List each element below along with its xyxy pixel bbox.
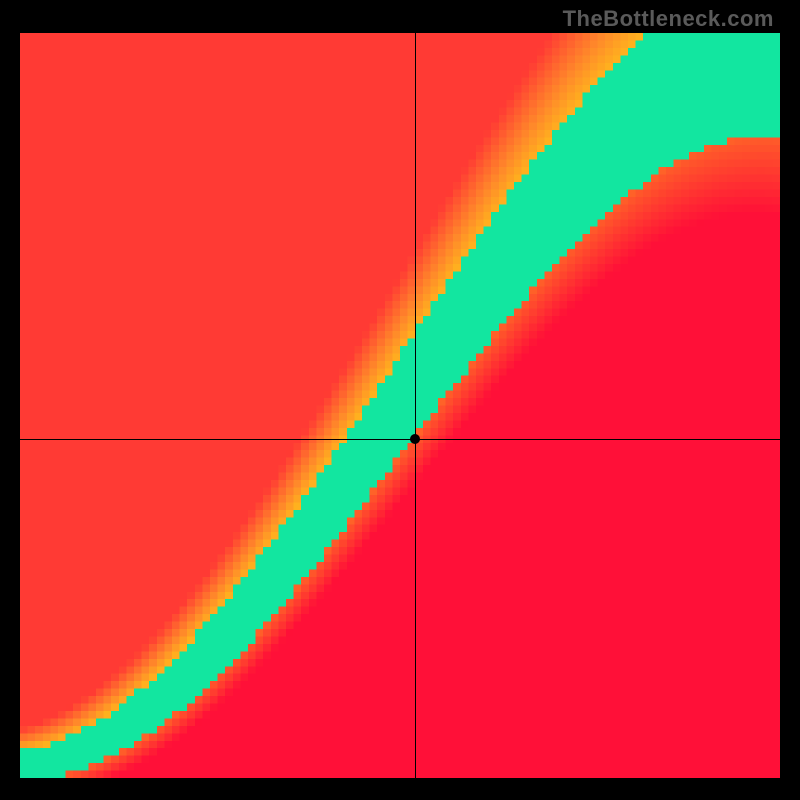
crosshair-marker <box>410 434 420 444</box>
watermark-text: TheBottleneck.com <box>563 6 774 32</box>
heatmap-canvas <box>20 33 780 778</box>
plot-area <box>20 33 780 778</box>
crosshair-horizontal <box>20 439 780 440</box>
crosshair-vertical <box>415 33 416 778</box>
